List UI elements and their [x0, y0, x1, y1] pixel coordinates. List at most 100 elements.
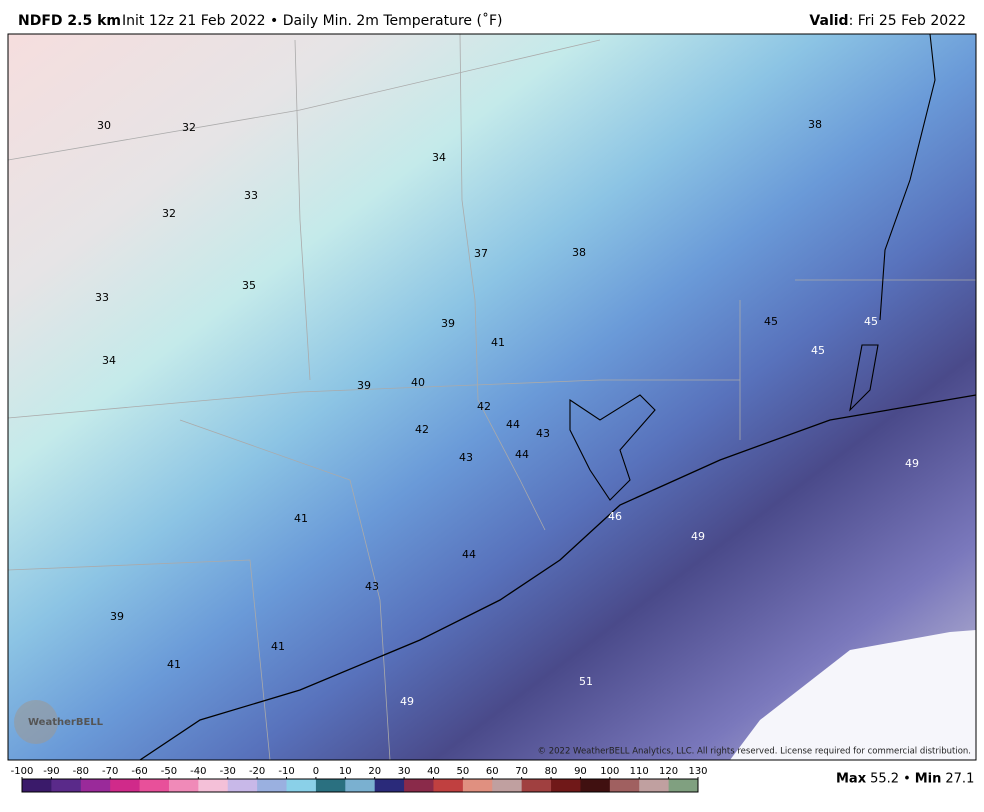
- colorbar-label: 10: [339, 766, 352, 777]
- station-temp: 51: [579, 675, 593, 688]
- colorbar-label: -70: [102, 766, 118, 777]
- colorbar-segment: [198, 779, 229, 792]
- station-temp: 49: [691, 530, 705, 543]
- colorbar-label: -60: [131, 766, 147, 777]
- station-temp: 40: [411, 376, 425, 389]
- no-data: [730, 630, 976, 760]
- colorbar-segment: [22, 779, 52, 792]
- station-temp: 38: [572, 246, 586, 259]
- colorbar-label: 30: [398, 766, 411, 777]
- max-label: Max: [836, 772, 867, 787]
- colorbar-segment: [521, 779, 552, 792]
- logo-globe: [14, 700, 58, 744]
- colorbar-segment: [551, 779, 581, 792]
- colorbar-segment: [257, 779, 288, 792]
- station-temp: 44: [515, 448, 529, 461]
- max-value: 55.2: [870, 772, 899, 787]
- station-temp: 34: [102, 354, 116, 367]
- station-temp: 38: [808, 118, 822, 131]
- station-temp: 43: [459, 451, 473, 464]
- colorbar-segment: [668, 779, 699, 792]
- colorbar-label: 120: [659, 766, 678, 777]
- station-temp: 39: [110, 610, 124, 623]
- colorbar-segment: [639, 779, 670, 792]
- colorbar-segment: [404, 779, 434, 792]
- separator: •: [903, 772, 911, 787]
- colorbar-label: -30: [220, 766, 236, 777]
- station-temp: 43: [536, 427, 550, 440]
- colorbar-label: 130: [688, 766, 707, 777]
- colorbar-segment: [374, 779, 405, 792]
- station-temp: 34: [432, 151, 446, 164]
- station-temp: 45: [811, 344, 825, 357]
- colorbar-segment: [609, 779, 640, 792]
- colorbar-segment: [345, 779, 376, 792]
- colorbar-label: 100: [600, 766, 619, 777]
- colorbar-label: -100: [11, 766, 34, 777]
- station-temp: 39: [441, 317, 455, 330]
- colorbar-segment: [51, 779, 82, 792]
- colorbar-label: 90: [574, 766, 587, 777]
- station-temp: 45: [864, 315, 878, 328]
- station-temp: 37: [474, 247, 488, 260]
- temperature-field: [8, 34, 976, 760]
- station-temp: 44: [506, 418, 520, 431]
- colorbar-label: 50: [457, 766, 470, 777]
- colorbar-segment: [462, 779, 493, 792]
- station-temp: 32: [182, 121, 196, 134]
- station-temp: 33: [95, 291, 109, 304]
- colorbar-label: 110: [630, 766, 649, 777]
- station-temp: 41: [491, 336, 505, 349]
- colorbar-segment: [80, 779, 111, 792]
- valid-label: Valid: [809, 13, 848, 29]
- colorbar-label: -80: [73, 766, 89, 777]
- station-temp: 45: [764, 315, 778, 328]
- colorbar-segment: [227, 779, 258, 792]
- colorbar-segment: [433, 779, 464, 792]
- colorbar-segment: [286, 779, 317, 792]
- colorbar-frame: [21, 778, 699, 793]
- coastline: [139, 394, 977, 761]
- colorbar-label: 40: [427, 766, 440, 777]
- title: NDFD 2.5 km: [18, 13, 121, 29]
- station-temp: 46: [608, 510, 622, 523]
- station-temp: 33: [244, 189, 258, 202]
- station-temp: 41: [294, 512, 308, 525]
- station-temp: 30: [97, 119, 111, 132]
- colorbar-segment: [110, 779, 141, 792]
- min-label: Min: [915, 772, 942, 787]
- logo: WeatherBELL: [28, 717, 104, 728]
- colorbar-label: 0: [313, 766, 319, 777]
- colorbar-segment: [580, 779, 611, 792]
- station-temp: 41: [167, 658, 181, 671]
- station-temp: 43: [365, 580, 379, 593]
- valid-date: : Fri 25 Feb 2022: [849, 13, 966, 29]
- station-temp: 39: [357, 379, 371, 392]
- station-temp: 32: [162, 207, 176, 220]
- station-temp: 44: [462, 548, 476, 561]
- station-temp: 42: [415, 423, 429, 436]
- colorbar-label: 70: [515, 766, 528, 777]
- stats: Max 55.2 • Min 27.1: [836, 772, 974, 787]
- min-value: 27.1: [945, 772, 974, 787]
- county-lines: [7, 33, 976, 761]
- copyright: © 2022 WeatherBELL Analytics, LLC. All r…: [538, 747, 971, 757]
- colorbar-label: 20: [368, 766, 381, 777]
- colorbar-segment: [168, 779, 199, 792]
- map-frame: [7, 33, 977, 761]
- bays-river: [569, 33, 936, 501]
- colorbar-segment: [139, 779, 170, 792]
- subtitle: Init 12z 21 Feb 2022 • Daily Min. 2m Tem…: [122, 12, 502, 29]
- station-temp: 41: [271, 640, 285, 653]
- station-temp: 49: [905, 457, 919, 470]
- colorbar-label: 80: [545, 766, 558, 777]
- station-temp: 49: [400, 695, 414, 708]
- colorbar-label: -90: [43, 766, 59, 777]
- colorbar-segment: [492, 779, 523, 792]
- colorbar-label: 60: [486, 766, 499, 777]
- colorbar-label: -50: [161, 766, 177, 777]
- colorbar-label: -10: [278, 766, 294, 777]
- colorbar-segment: [315, 779, 346, 792]
- station-temp: 42: [477, 400, 491, 413]
